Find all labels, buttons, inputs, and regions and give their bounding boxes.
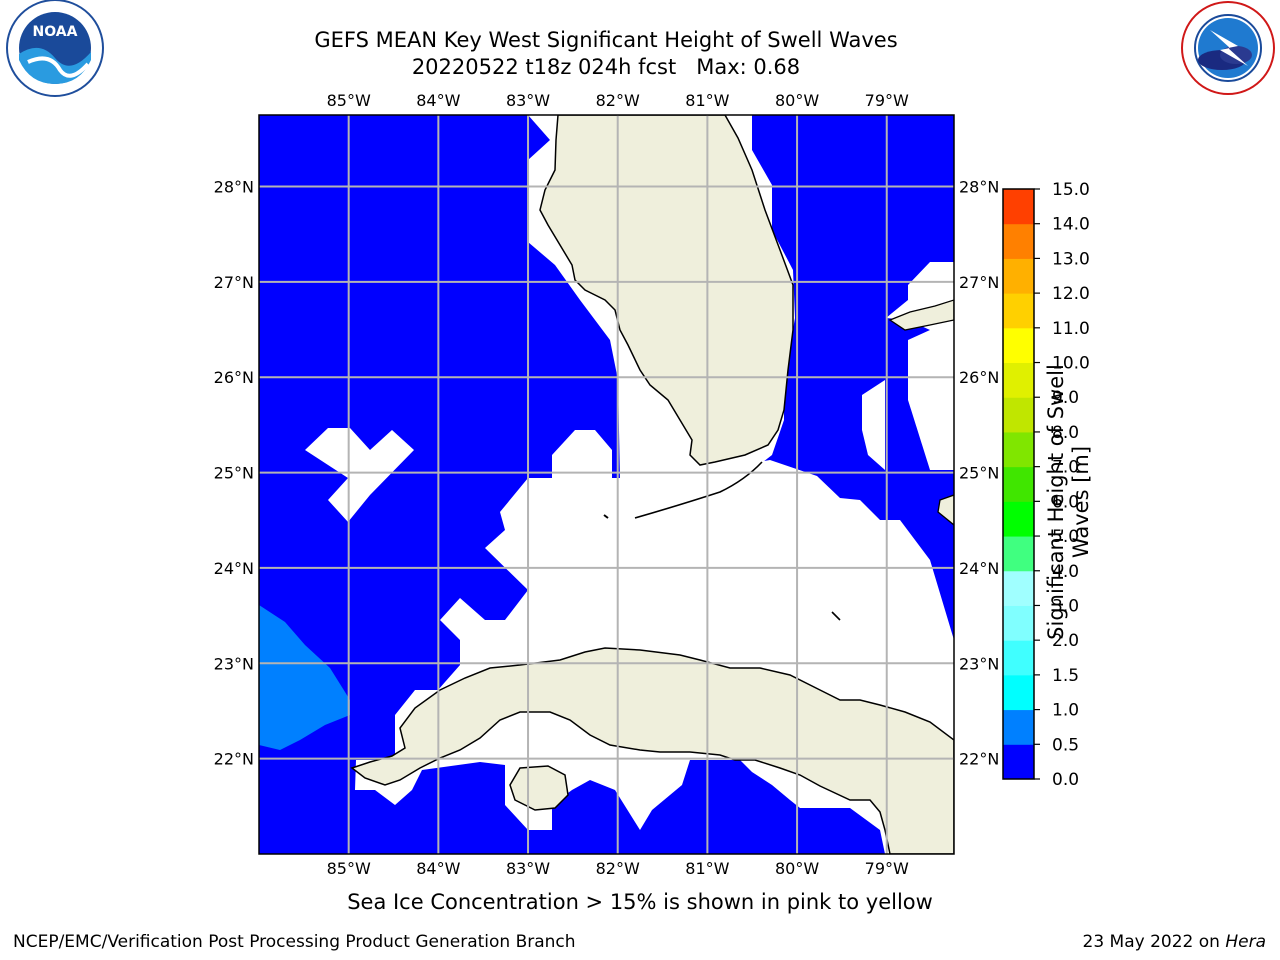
footer-host: Hera bbox=[1225, 932, 1266, 952]
graticule bbox=[259, 115, 954, 854]
lon-tick-label: 85°W bbox=[327, 859, 371, 878]
lat-tick-label: 25°N bbox=[214, 464, 254, 483]
lat-tick-label: 24°N bbox=[214, 559, 254, 578]
footer-date: 23 May 2022 on Hera bbox=[1083, 932, 1267, 952]
lat-tick-label-right: 26°N bbox=[959, 368, 999, 387]
bahamas-island bbox=[937, 494, 954, 526]
lat-tick-label-right: 22°N bbox=[959, 750, 999, 769]
lat-tick-label-right: 24°N bbox=[959, 559, 999, 578]
keys-islet bbox=[603, 514, 609, 519]
lon-tick-label: 82°W bbox=[596, 859, 640, 878]
lon-tick-label: 85°W bbox=[327, 91, 371, 110]
lon-tick-label: 81°W bbox=[685, 91, 729, 110]
map-frame bbox=[258, 114, 955, 855]
lat-tick-label: 23°N bbox=[214, 654, 254, 673]
lon-tick-label: 83°W bbox=[506, 91, 550, 110]
lat-tick-label: 26°N bbox=[214, 368, 254, 387]
footer-date-text: 23 May 2022 on bbox=[1082, 932, 1226, 952]
bahamas-island bbox=[888, 299, 954, 331]
lon-tick-label: 81°W bbox=[685, 859, 729, 878]
lat-tick-label: 28°N bbox=[214, 178, 254, 197]
sea-ice-caption: Sea Ice Concentration > 15% is shown in … bbox=[347, 890, 933, 914]
lat-tick-label: 27°N bbox=[214, 273, 254, 292]
cay-islet bbox=[831, 611, 841, 621]
lon-tick-label: 80°W bbox=[775, 91, 819, 110]
chart-title: GEFS MEAN Key West Significant Height of… bbox=[314, 28, 898, 52]
lat-tick-label-right: 28°N bbox=[959, 178, 999, 197]
lon-tick-label: 84°W bbox=[416, 859, 460, 878]
tick-labels: 85°W 85°W 84°W 84°W 83°W 83°W 82°W 82°W 81°W 81°W… bbox=[214, 91, 1000, 878]
lon-tick-label: 79°W bbox=[865, 859, 909, 878]
colorbar-label-wrap: Significant Height of Swell Waves [m] bbox=[1044, 364, 1184, 640]
lat-tick-label-right: 27°N bbox=[959, 273, 999, 292]
footer-credit: NCEP/EMC/Verification Post Processing Pr… bbox=[13, 932, 576, 952]
cuba-landmass bbox=[350, 647, 954, 854]
lat-tick-label-right: 25°N bbox=[959, 464, 999, 483]
lon-tick-label: 83°W bbox=[506, 859, 550, 878]
colorbar-label: Significant Height of Swell Waves [m] bbox=[1044, 364, 1093, 640]
lon-tick-label: 79°W bbox=[865, 91, 909, 110]
lon-tick-label: 84°W bbox=[416, 91, 460, 110]
lon-tick-label: 80°W bbox=[775, 859, 819, 878]
chart-subtitle: 20220522 t18z 024h fcst Max: 0.68 bbox=[411, 55, 801, 79]
swell-field-0.5-1 bbox=[259, 605, 350, 750]
lat-tick-label: 22°N bbox=[214, 750, 254, 769]
isla-juventud bbox=[509, 765, 569, 811]
lat-tick-label-right: 23°N bbox=[959, 654, 999, 673]
lon-tick-label: 82°W bbox=[596, 91, 640, 110]
